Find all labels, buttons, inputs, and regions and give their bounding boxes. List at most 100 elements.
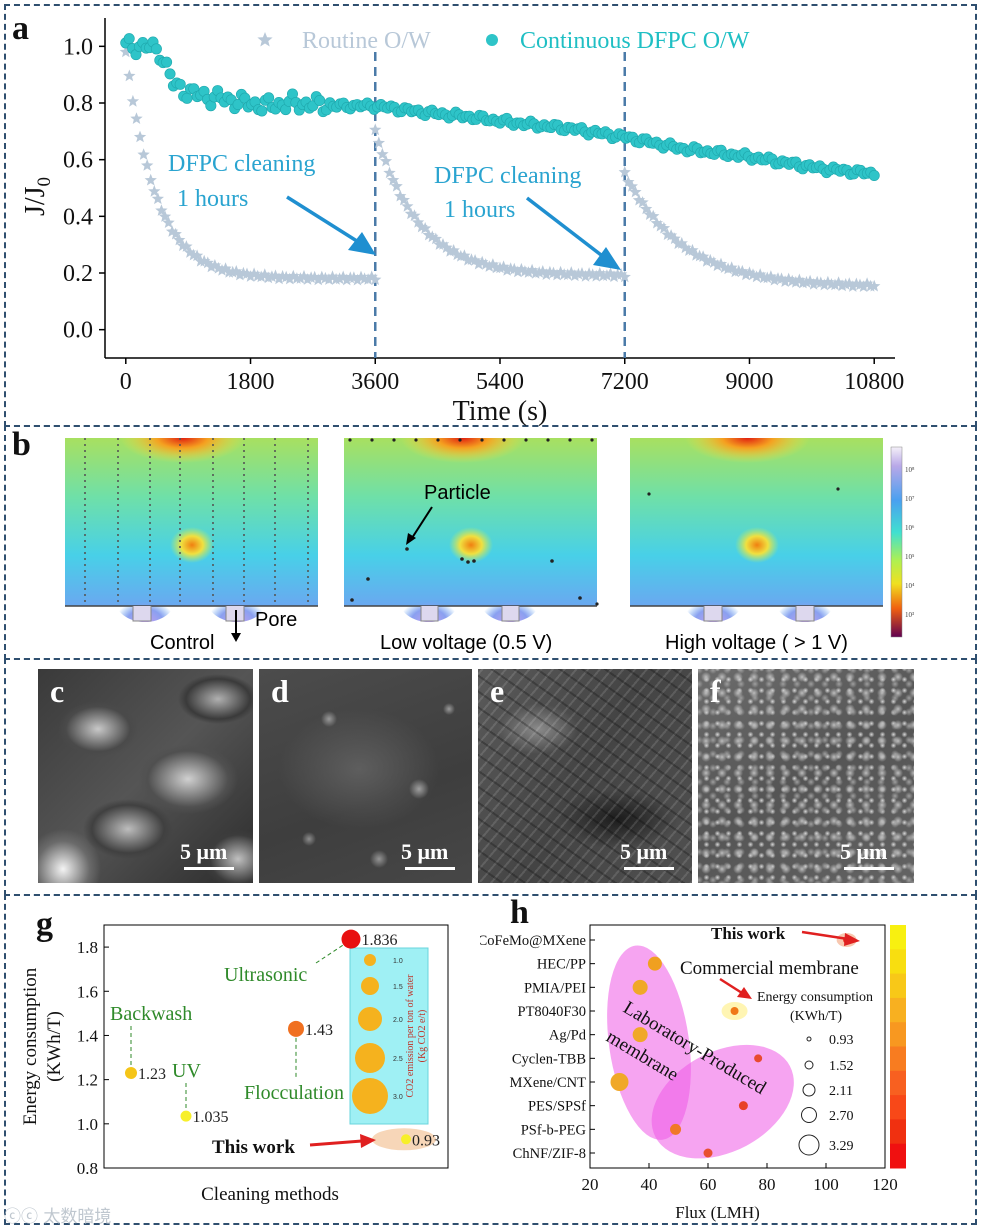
routine-point: [476, 255, 489, 268]
routine-point: [247, 267, 261, 280]
routine-point: [664, 229, 678, 241]
routine-point: [679, 241, 692, 254]
panel-a-chart: 0 1800 3600 5400 7200 9000 10800 0.0 0.2 0.4 0.6 0.…: [20, 18, 904, 427]
sem-image-c: c 5 μm: [38, 669, 253, 883]
bubble-psf-b-peg: [670, 1123, 682, 1135]
routine-point: [312, 273, 325, 286]
x-axis-label: Cleaning methods: [201, 1184, 339, 1205]
colorbar-tick: 10⁴: [905, 582, 915, 590]
routine-point: [212, 261, 225, 274]
routine-point: [411, 216, 425, 228]
dfpc-point: [150, 43, 162, 55]
routine-point: [536, 265, 549, 277]
routine-point: [269, 269, 282, 282]
routine-point: [622, 175, 635, 188]
routine-point: [700, 255, 713, 267]
routine-point: [593, 266, 606, 279]
y-tick-label: 1.2: [77, 1071, 98, 1090]
routine-point: [383, 166, 396, 179]
routine-point: [625, 180, 638, 192]
annotation-1-arrowhead: [348, 232, 376, 255]
routine-point: [746, 268, 760, 281]
routine-point: [258, 268, 271, 280]
routine-point: [522, 266, 535, 278]
co2-legend-bubble: [352, 1078, 388, 1114]
routine-point: [155, 204, 168, 216]
colorbar-band: [890, 1070, 906, 1096]
routine-point: [604, 267, 617, 279]
colorbar-band: [890, 997, 906, 1023]
routine-point: [600, 269, 614, 281]
routine-point: [686, 243, 699, 256]
routine-point: [351, 273, 364, 286]
y-category-label: ChNF/ZIF-8: [513, 1146, 586, 1162]
routine-point: [547, 266, 560, 279]
routine-point: [483, 260, 496, 272]
x-tick-label: 100: [813, 1175, 839, 1194]
routine-point: [205, 260, 218, 273]
annotation-1-line2: 1 hours: [177, 186, 248, 212]
routine-point: [126, 94, 140, 107]
routine-point: [123, 69, 136, 82]
annotation-2-arrow: [525, 196, 607, 260]
routine-point: [636, 196, 649, 208]
y-category-label: PES/SPSf: [528, 1099, 586, 1115]
label-this-work: This work: [212, 1137, 295, 1158]
routine-point: [793, 273, 806, 286]
co2-legend-value: 2.5: [393, 1056, 403, 1063]
routine-point: [408, 209, 421, 222]
panel-gh-frame: [4, 894, 977, 1225]
routine-point: [568, 269, 581, 282]
routine-point: [818, 278, 831, 291]
sem-e-scale: 5 μm: [620, 839, 668, 864]
sim-high-voltage: High voltage ( > 1 V): [630, 438, 883, 654]
routine-point: [419, 222, 432, 234]
energy-legend-value: 3.29: [829, 1139, 854, 1154]
routine-point: [814, 276, 827, 289]
annotation-2-line1: DFPC cleaning: [434, 163, 581, 189]
routine-point: [365, 270, 378, 283]
routine-point: [525, 263, 539, 276]
colorbar-band: [890, 973, 906, 999]
this-work-arrowhead: [844, 933, 860, 946]
panel-g-label: g: [36, 906, 53, 943]
routine-point: [294, 272, 307, 284]
label-commercial: Commercial membrane: [680, 958, 859, 979]
routine-point: [853, 278, 867, 291]
sem-e-scalebar: [624, 867, 674, 870]
y-category-label: Ag/Pd: [549, 1028, 587, 1044]
routine-point: [868, 279, 881, 292]
y-category-label: HEC/PP: [537, 957, 586, 973]
routine-point: [443, 245, 457, 257]
routine-point: [390, 179, 403, 192]
y-axis-label-sub: 0: [34, 177, 55, 187]
routine-point: [301, 273, 314, 285]
routine-point: [789, 275, 802, 288]
energy-legend-bubble: [806, 1036, 812, 1042]
routine-point: [133, 130, 147, 143]
co2-legend-bubble: [355, 1043, 385, 1073]
routine-point: [173, 233, 186, 246]
y-tick-label: 1.0: [63, 34, 93, 60]
x-tick-label: 10800: [844, 369, 904, 395]
routine-point: [668, 232, 681, 245]
routine-point: [725, 261, 738, 273]
colorbar-band: [890, 925, 906, 950]
routine-point: [394, 189, 407, 202]
panel-h-chart: CoFeMo@MXene HEC/PP PMIA/PEI PT8040F30 Ag/Pd…: [480, 924, 906, 1222]
y-category-label: PT8040F30: [518, 1004, 587, 1020]
bubble-value: 1.43: [305, 1022, 333, 1039]
annotation-1-arrow: [286, 195, 361, 245]
plot-frame: [103, 924, 449, 1169]
routine-point: [180, 240, 193, 252]
y-axis-label: J/J0: [20, 177, 55, 216]
routine-point: [219, 262, 232, 274]
routine-point: [447, 244, 460, 256]
routine-point: [165, 225, 179, 237]
co2-legend-value: 2.0: [393, 1017, 403, 1024]
dfpc-point: [232, 98, 244, 110]
y-category-label: MXene/CNT: [509, 1075, 586, 1091]
colorbar-tick: 10⁸: [905, 466, 915, 474]
routine-point: [729, 265, 742, 278]
bubble-value: 0.93: [412, 1132, 440, 1149]
